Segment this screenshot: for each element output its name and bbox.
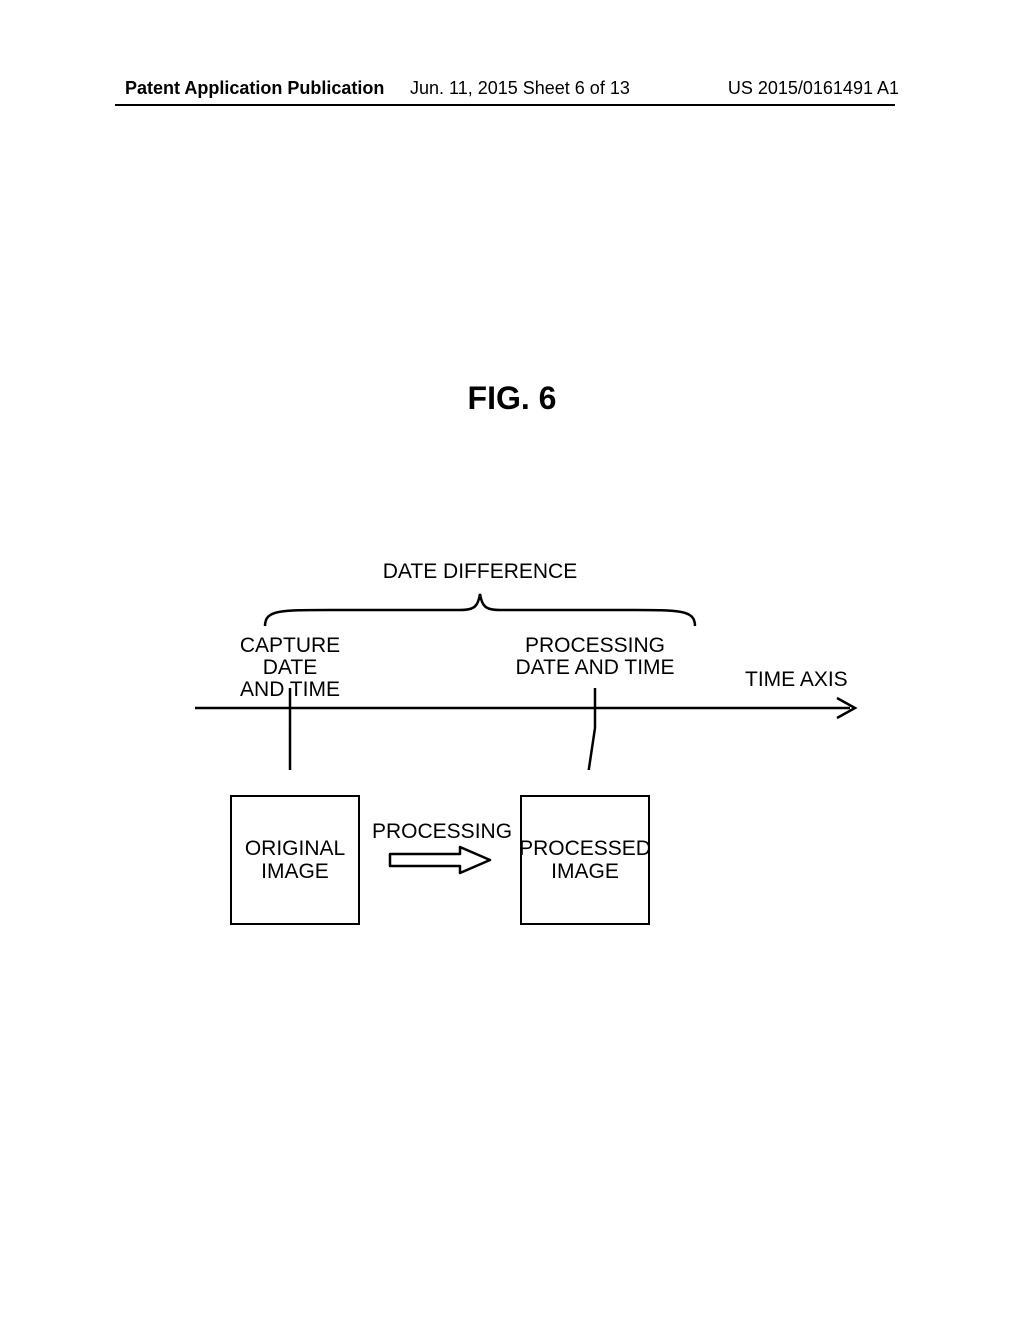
- header-right: US 2015/0161491 A1: [728, 78, 899, 99]
- timeline-arrow: [195, 680, 875, 770]
- processed-image-box: PROCESSED IMAGE: [520, 795, 650, 925]
- processing-date-label: PROCESSING DATE AND TIME: [505, 635, 685, 679]
- header-left: Patent Application Publication: [125, 78, 384, 99]
- page-header: Patent Application Publication Jun. 11, …: [0, 78, 1024, 99]
- original-image-box: ORIGINAL IMAGE: [230, 795, 360, 925]
- header-divider: [115, 104, 895, 106]
- diagram-container: DATE DIFFERENCE CAPTURE DATE AND TIME PR…: [200, 560, 900, 960]
- brace-icon: [230, 588, 730, 628]
- header-middle: Jun. 11, 2015 Sheet 6 of 13: [410, 78, 630, 99]
- processing-label: PROCESSING: [372, 820, 512, 844]
- figure-title: FIG. 6: [0, 380, 1024, 417]
- date-difference-label: DATE DIFFERENCE: [340, 560, 620, 584]
- processing-arrow-icon: [385, 845, 495, 875]
